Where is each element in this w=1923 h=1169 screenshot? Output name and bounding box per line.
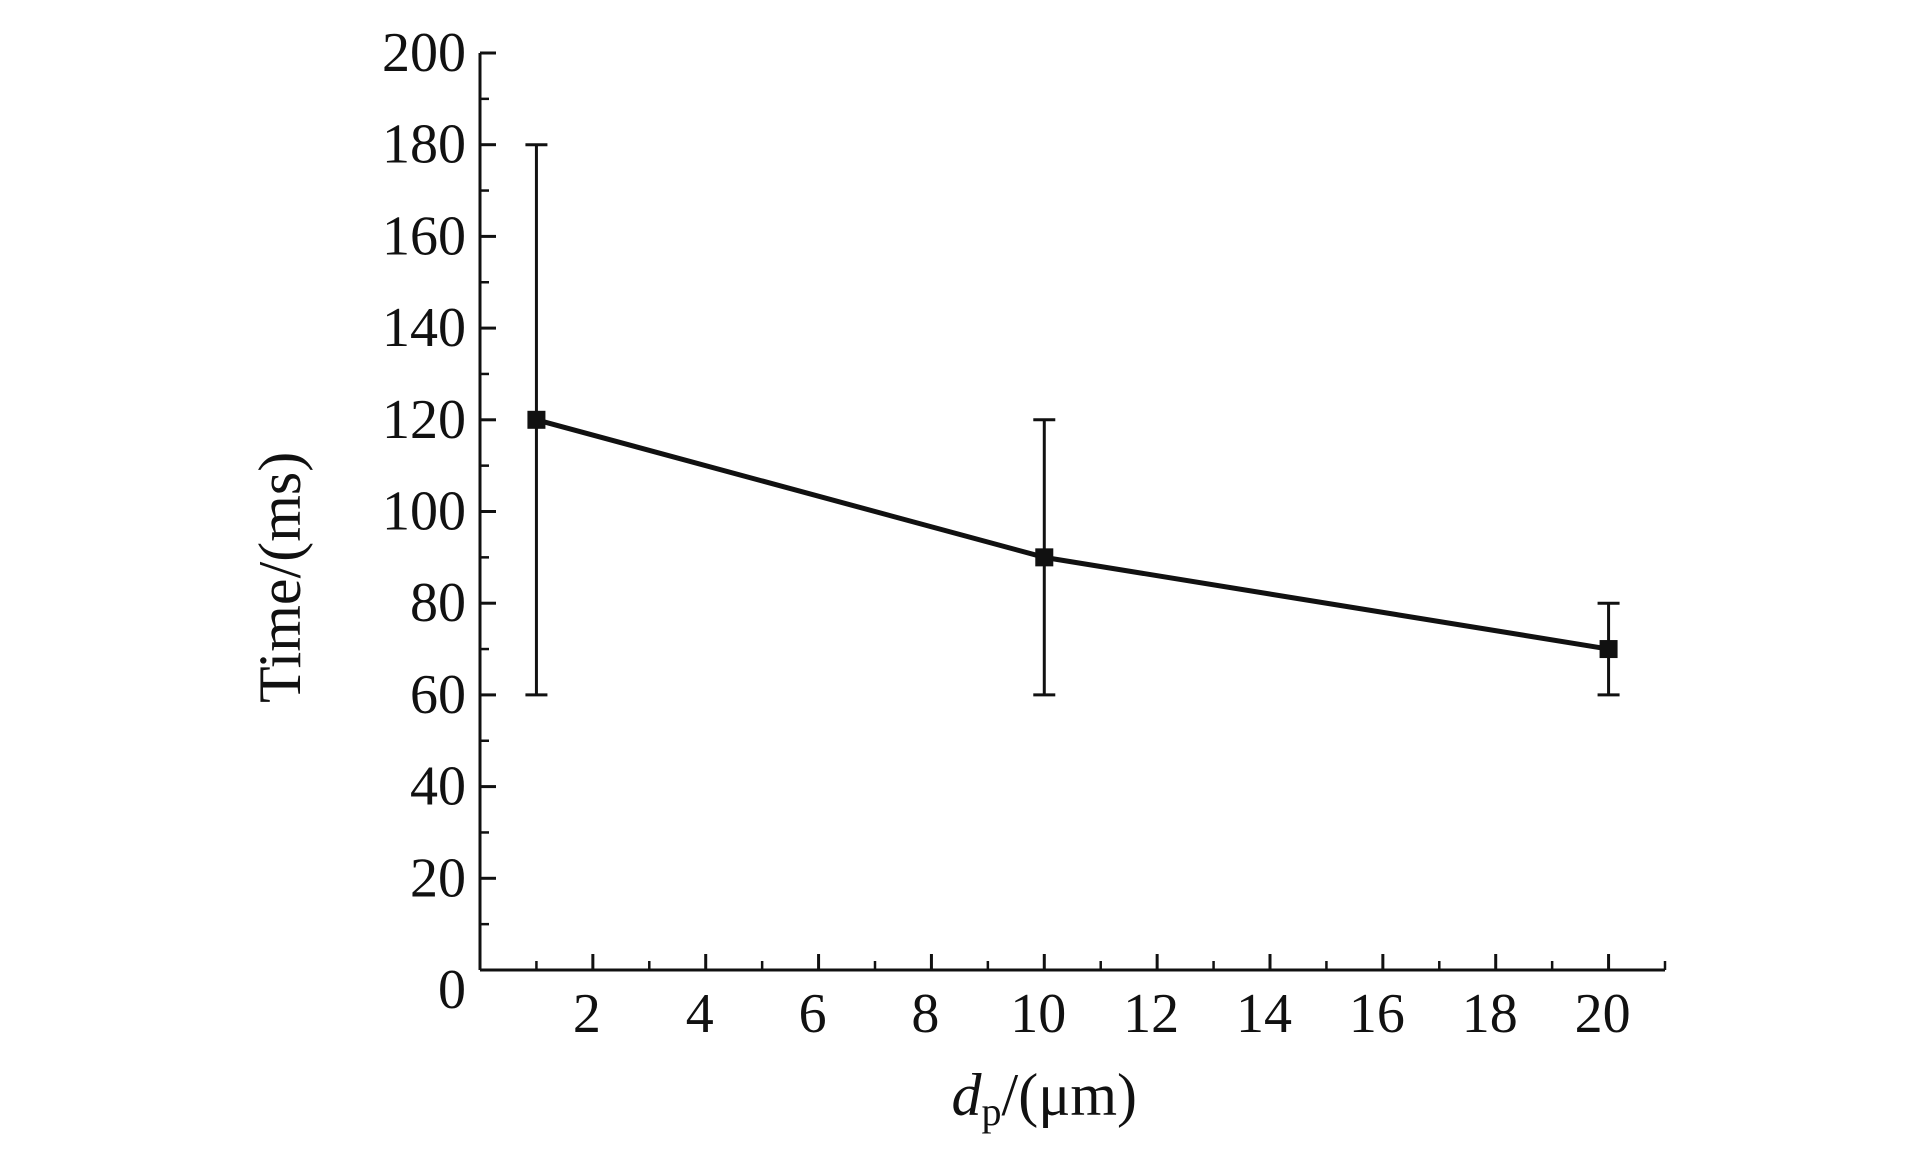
data-point-marker bbox=[527, 410, 546, 429]
y-tick-label: 60 bbox=[410, 664, 466, 726]
x-axis-title: dp/(μm) bbox=[952, 1062, 1137, 1134]
x-tick-label: 16 bbox=[1349, 983, 1405, 1045]
data-point-marker bbox=[1035, 548, 1054, 567]
y-tick-label: 20 bbox=[410, 847, 466, 909]
y-tick-label: 80 bbox=[410, 572, 466, 634]
y-tick-label: 180 bbox=[382, 114, 466, 176]
data-series bbox=[525, 143, 1620, 697]
x-tick-label: 6 bbox=[799, 983, 827, 1045]
x-tick-label: 18 bbox=[1462, 983, 1518, 1045]
x-tick-label: 12 bbox=[1123, 983, 1179, 1045]
x-tick-label: 8 bbox=[911, 983, 939, 1045]
x-tick-label: 20 bbox=[1575, 983, 1631, 1045]
x-tick-label: 10 bbox=[1010, 983, 1066, 1045]
x-tick-label: 14 bbox=[1236, 983, 1292, 1045]
y-tick-label: 40 bbox=[410, 756, 466, 818]
x-axis-title-subscript: p bbox=[982, 1089, 1002, 1134]
y-tick-label: 100 bbox=[382, 481, 466, 543]
series-line bbox=[535, 417, 1609, 652]
x-axis-title-symbol: d bbox=[952, 1062, 983, 1128]
data-point-marker bbox=[1599, 640, 1618, 659]
y-axis-title: Time/(ms) bbox=[247, 452, 313, 703]
x-tick-label: 2 bbox=[573, 983, 601, 1045]
ticks bbox=[480, 51, 1667, 972]
x-tick-label: 4 bbox=[686, 983, 714, 1045]
axes bbox=[478, 53, 1665, 972]
tick-labels: 0 20 40 60 80 100 120 140 160 180 200 2 4 6 8 10 12 14 16 1… bbox=[382, 22, 1631, 1045]
y-tick-label: 200 bbox=[382, 22, 466, 84]
y-tick-label: 0 bbox=[438, 959, 466, 1021]
y-tick-label: 160 bbox=[382, 205, 466, 267]
x-axis-title-unit: /(μm) bbox=[1002, 1062, 1137, 1128]
y-tick-label: 120 bbox=[382, 389, 466, 451]
y-tick-label: 140 bbox=[382, 297, 466, 359]
